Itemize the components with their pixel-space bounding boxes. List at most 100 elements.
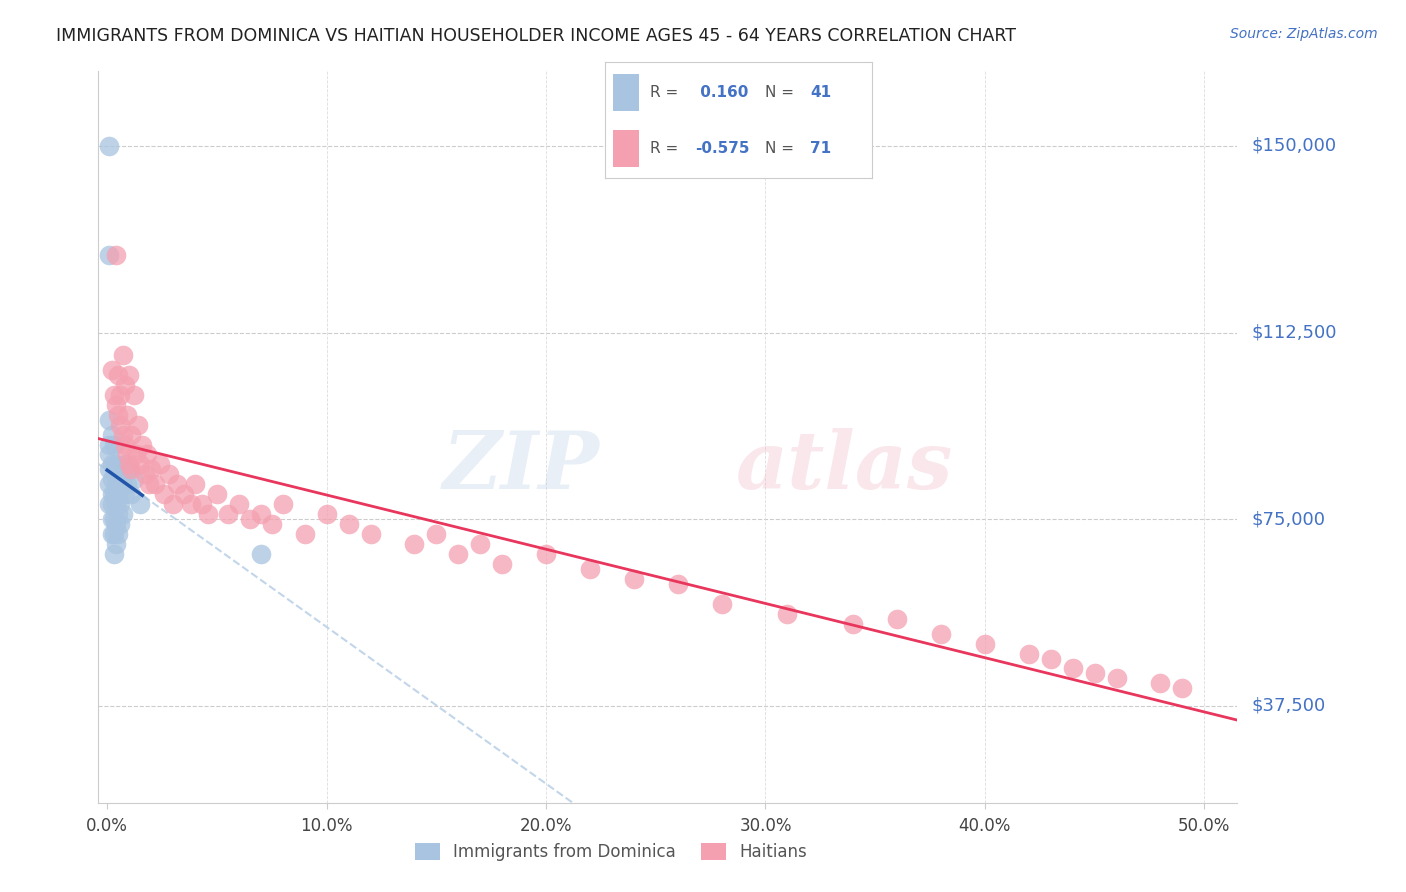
Point [100,487,122,501]
Point [842,616,865,631]
Point [104,537,127,551]
Point [118,458,141,472]
Point [190,497,212,511]
Text: $75,000: $75,000 [1251,510,1326,528]
Point [120,487,142,501]
Point [114,487,136,501]
Point [139,462,162,476]
Point [104,517,127,532]
Point [107,408,129,422]
Text: N =: N = [765,85,799,100]
Text: ZIP: ZIP [443,427,599,505]
Point [107,487,129,501]
Point [114,377,136,392]
Point [260,517,283,532]
Point [447,547,470,561]
Point [110,388,132,402]
Point [470,537,492,551]
Text: $37,500: $37,500 [1251,697,1326,714]
Point [131,437,153,451]
Point [111,507,134,521]
Point [579,562,602,576]
Point [104,248,127,262]
Point [98,412,121,426]
Point [104,398,127,412]
Point [115,448,138,462]
Point [125,448,148,462]
Point [115,408,138,422]
Point [153,487,176,501]
Point [111,348,134,362]
Point [122,388,145,402]
Point [118,462,141,476]
FancyBboxPatch shape [613,74,640,112]
Point [100,472,122,486]
Point [974,636,997,650]
Text: atlas: atlas [737,427,953,505]
Text: 0.160: 0.160 [696,85,749,100]
Text: 41: 41 [810,85,831,100]
Point [98,497,121,511]
Point [129,497,152,511]
Point [120,427,142,442]
Point [1039,651,1062,665]
Point [149,458,172,472]
Point [110,477,132,491]
Point [425,527,447,541]
Point [129,458,152,472]
Text: IMMIGRANTS FROM DOMINICA VS HAITIAN HOUSEHOLDER INCOME AGES 45 - 64 YEARS CORREL: IMMIGRANTS FROM DOMINICA VS HAITIAN HOUS… [56,27,1017,45]
Point [111,477,134,491]
Point [337,517,360,532]
Point [120,462,142,476]
Text: 71: 71 [810,141,831,156]
Point [184,477,207,491]
Point [107,507,129,521]
Point [180,497,202,511]
Point [404,537,426,551]
Point [107,467,129,482]
Point [162,497,184,511]
Point [98,448,121,462]
Point [217,507,239,521]
Point [103,527,125,541]
Point [103,487,125,501]
Point [710,597,733,611]
Point [623,572,645,586]
Point [205,487,228,501]
Text: -0.575: -0.575 [696,141,749,156]
Point [249,507,271,521]
Point [107,527,129,541]
Point [360,527,382,541]
Point [110,497,132,511]
Point [315,507,337,521]
Text: $112,500: $112,500 [1251,324,1337,342]
Point [98,477,121,491]
Point [166,477,188,491]
Point [98,462,121,476]
Point [100,512,122,526]
Point [138,477,160,491]
Point [249,547,271,561]
Point [122,472,145,486]
Point [103,512,125,526]
Point [666,577,689,591]
Point [886,612,908,626]
Point [534,547,557,561]
Point [104,458,127,472]
Point [1062,661,1084,675]
Legend: Immigrants from Dominica, Haitians: Immigrants from Dominica, Haitians [408,836,814,868]
Text: R =: R = [650,141,683,156]
Point [107,368,129,382]
Point [98,139,121,153]
Point [114,458,136,472]
Point [104,497,127,511]
Point [173,487,195,501]
Point [1105,672,1128,686]
Point [271,497,294,511]
Point [103,437,125,451]
Point [103,388,125,402]
FancyBboxPatch shape [613,129,640,167]
Point [100,427,122,442]
Point [157,467,180,482]
Point [100,527,122,541]
